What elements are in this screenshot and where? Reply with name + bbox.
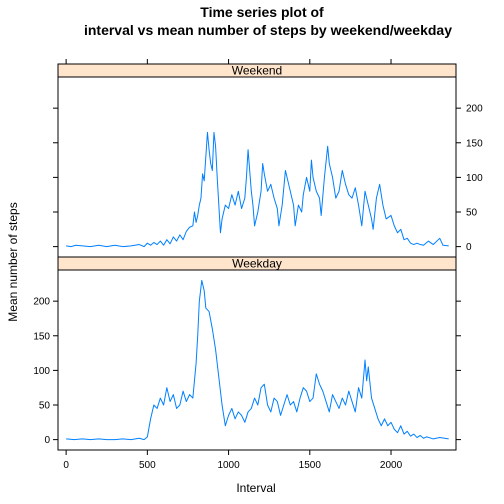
panel-weekday: Weekday 0 50 100 150 200 — [33, 256, 461, 451]
series-line-weekday — [66, 279, 449, 441]
x-tick-label-0: 0 — [63, 460, 69, 471]
y-axis-label: Mean number of steps — [6, 202, 20, 321]
y-tick-label-weekday-100: 100 — [33, 366, 50, 377]
panel-border-weekday — [57, 269, 457, 451]
chart-title-line1: Time series plot of — [200, 4, 324, 20]
y-tick-label-weekday-150: 150 — [33, 331, 50, 342]
series-line-weekend — [66, 131, 449, 248]
x-tick-label-500: 500 — [139, 460, 156, 471]
y-tick-label-weekday-50: 50 — [39, 401, 51, 412]
y-tick-label-weekday-200: 200 — [33, 297, 50, 308]
chart-title-line2: interval vs mean number of steps by week… — [84, 22, 452, 38]
y-tick-label-weekday-0: 0 — [44, 435, 50, 446]
panel-weekend: Weekend 0 50 100 150 200 — [53, 63, 483, 258]
y-tick-label-weekend-100: 100 — [466, 173, 483, 184]
y-tick-label-weekend-200: 200 — [466, 104, 483, 115]
x-tick-label-1000: 1000 — [217, 460, 240, 471]
x-tick-label-2000: 2000 — [380, 460, 403, 471]
y-tick-label-weekend-150: 150 — [466, 138, 483, 149]
strip-label-weekday: Weekday — [232, 257, 282, 271]
x-axis-label: Interval — [236, 481, 275, 495]
y-tick-label-weekend-0: 0 — [466, 242, 472, 253]
strip-label-weekend: Weekend — [232, 64, 282, 78]
y-tick-label-weekend-50: 50 — [466, 208, 478, 219]
x-tick-label-1500: 1500 — [299, 460, 322, 471]
